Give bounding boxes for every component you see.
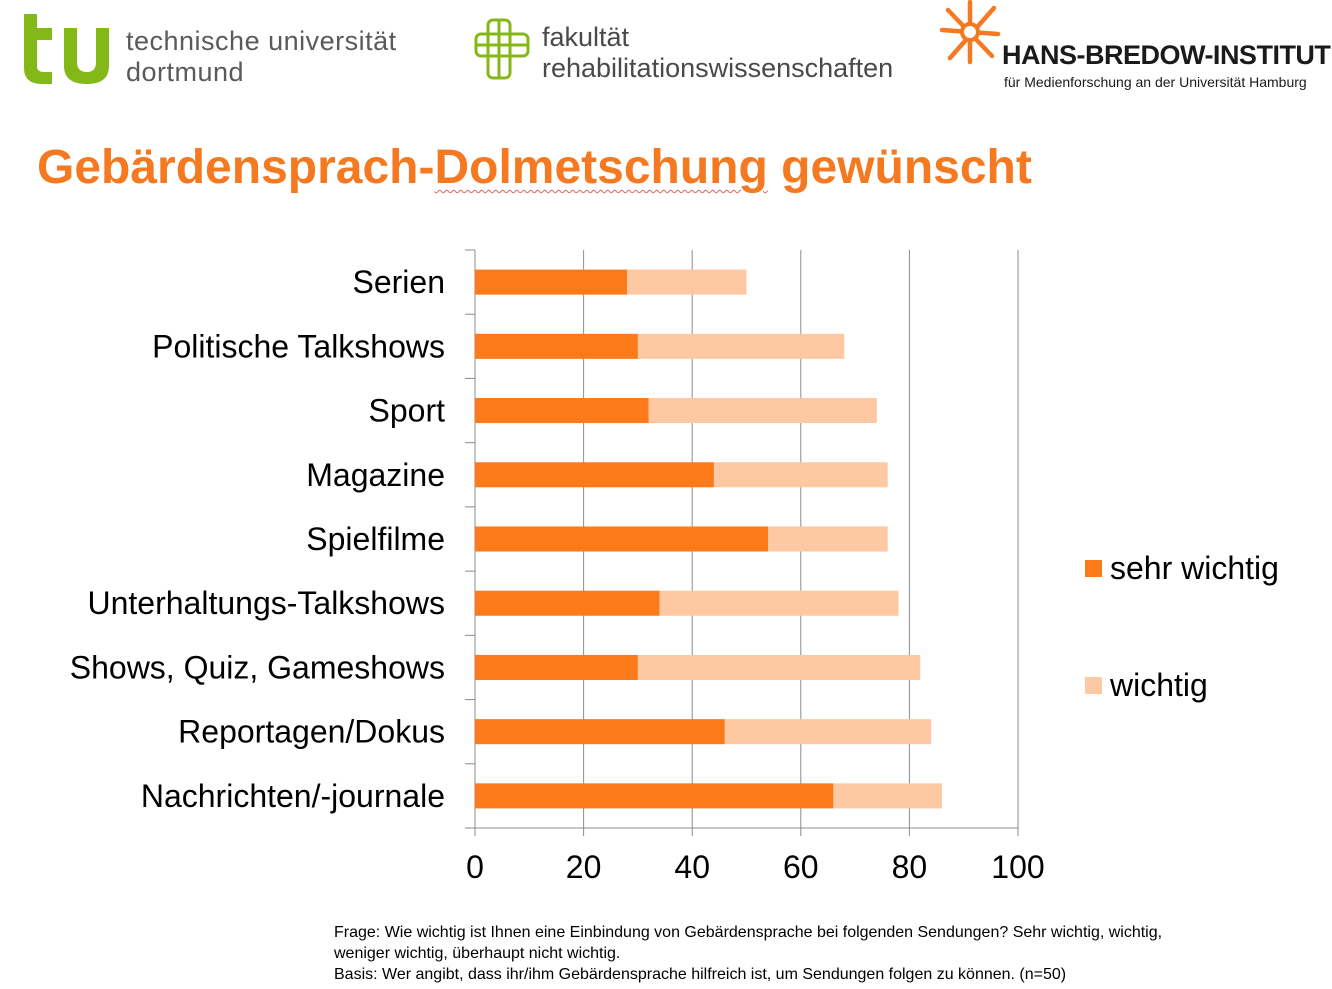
- hbi-subtitle: für Medienforschung an der Universität H…: [1004, 74, 1307, 90]
- title-part-2: Dolmetschung: [434, 141, 768, 194]
- fakultaet-line2: rehabilitationswissenschaften: [542, 53, 894, 83]
- tu-dortmund-logo: technische universität dortmund: [20, 14, 440, 89]
- slide-title: Gebärdensprach-Dolmetschung gewünscht: [37, 140, 1032, 195]
- category-label-shows-quiz-gameshows: Shows, Quiz, Gameshows: [70, 649, 445, 685]
- bar-wichtig-politische-talkshows: [637, 333, 845, 359]
- x-tick-label-40: 40: [674, 849, 710, 885]
- bar-wichtig-nachrichten-journale: [833, 783, 942, 809]
- x-tick-label-100: 100: [991, 849, 1044, 885]
- category-label-spielfilme: Spielfilme: [306, 521, 445, 557]
- category-label-politische-talkshows: Politische Talkshows: [152, 328, 445, 364]
- bar-sehr-wichtig-spielfilme: [475, 526, 769, 552]
- bar-sehr-wichtig-serien: [475, 269, 628, 295]
- legend-swatch-sehr-wichtig: [1085, 560, 1102, 577]
- x-tick-label-20: 20: [566, 849, 602, 885]
- bar-wichtig-sport: [648, 398, 877, 424]
- category-label-serien: Serien: [353, 264, 446, 300]
- hans-bredow-institut-logo: HANS-BREDOW-INSTITUT für Medienforschung…: [940, 0, 1331, 100]
- bar-wichtig-serien: [627, 269, 747, 295]
- bar-sehr-wichtig-nachrichten-journale: [475, 783, 834, 809]
- tu-line2: dortmund: [126, 57, 245, 87]
- title-part-3: gewünscht: [767, 141, 1032, 194]
- title-part-1: Gebärdensprach-: [37, 141, 435, 194]
- bar-sehr-wichtig-magazine: [475, 462, 714, 488]
- category-label-magazine: Magazine: [306, 457, 445, 493]
- bar-sehr-wichtig-politische-talkshows: [475, 333, 638, 359]
- bar-wichtig-magazine: [713, 462, 888, 488]
- tu-wordmark: technische universität dortmund: [126, 26, 397, 88]
- footnote-basis: Basis: Wer angibt, dass ihr/ihm Gebärden…: [334, 966, 1067, 983]
- bar-wichtig-reportagen-dokus: [724, 719, 932, 745]
- bar-wichtig-unterhaltungs-talkshows: [659, 590, 899, 616]
- bar-sehr-wichtig-unterhaltungs-talkshows: [475, 590, 660, 616]
- legend-swatch-wichtig: [1085, 677, 1102, 694]
- hbi-star-icon: [940, 0, 1001, 65]
- bar-wichtig-spielfilme: [768, 526, 888, 552]
- fakultaet-wordmark: fakultät rehabilitationswissenschaften: [542, 22, 893, 84]
- fakultaet-logo: fakultät rehabilitationswissenschaften: [474, 14, 944, 89]
- bar-sehr-wichtig-reportagen-dokus: [475, 719, 725, 745]
- hbi-name: HANS-BREDOW-INSTITUT: [1002, 40, 1331, 70]
- fakultaet-line1: fakultät: [542, 22, 630, 52]
- bar-wichtig-shows-quiz-gameshows: [637, 654, 921, 680]
- logo-bar: technische universität dortmund fakultät…: [0, 0, 1332, 110]
- bar-sehr-wichtig-shows-quiz-gameshows: [475, 654, 638, 680]
- x-tick-label-80: 80: [892, 849, 928, 885]
- chart-footnote: Frage: Wie wichtig ist Ihnen eine Einbin…: [334, 922, 1214, 985]
- category-label-nachrichten-journale: Nachrichten/-journale: [141, 778, 445, 814]
- bar-sehr-wichtig-sport: [475, 398, 649, 424]
- category-label-unterhaltungs-talkshows: Unterhaltungs-Talkshows: [88, 585, 446, 621]
- cross-grid-icon: [474, 18, 530, 80]
- x-tick-label-0: 0: [466, 849, 484, 885]
- footnote-question: Frage: Wie wichtig ist Ihnen eine Einbin…: [334, 924, 1163, 962]
- x-tick-label-60: 60: [783, 849, 819, 885]
- stacked-bar-chart: 0 20 40 60 80 100 Serien Politische Talkshows Sp…: [70, 249, 1045, 885]
- category-label-reportagen-dokus: Reportagen/Dokus: [178, 714, 445, 750]
- legend-label-wichtig: wichtig: [1110, 667, 1208, 703]
- category-label-sport: Sport: [369, 393, 446, 429]
- legend-label-sehr-wichtig: sehr wichtig: [1110, 550, 1279, 586]
- tu-line1: technische universität: [126, 26, 397, 56]
- tu-logo-mark: [24, 14, 109, 84]
